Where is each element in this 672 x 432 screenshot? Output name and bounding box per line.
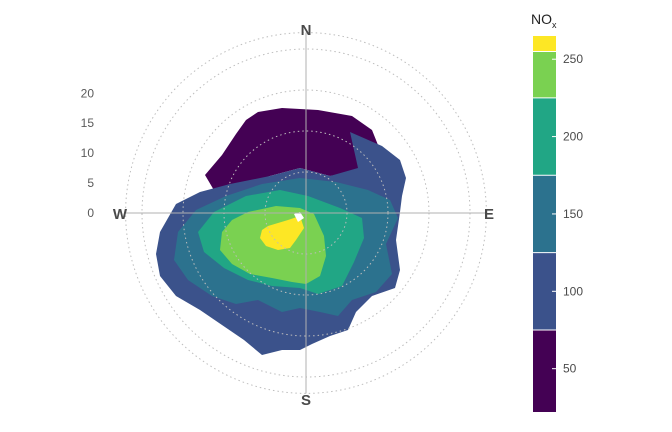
radial-tick-labels: 0 5 10 15 20	[81, 86, 95, 220]
contour-hole-white	[294, 212, 304, 222]
legend-tick-labels: 50 100 150 200 250	[552, 52, 583, 376]
legend-tick-label: 200	[563, 130, 583, 144]
legend-color-bar	[533, 252, 556, 330]
legend-title: NOx	[531, 11, 557, 30]
contour-regions	[156, 108, 406, 355]
legend-tick-label: 100	[563, 284, 583, 298]
compass-east-label: E	[484, 206, 494, 223]
legend-tick-label: 50	[563, 362, 577, 376]
legend-tick-label: 150	[563, 207, 583, 221]
contour-level-purple	[205, 108, 380, 192]
radial-tick-label: 10	[81, 146, 95, 160]
color-legend: NOx 50 100 150 200 250	[531, 11, 583, 412]
legend-color-bar	[533, 329, 556, 412]
legend-color-bar	[533, 175, 556, 253]
legend-color-bar	[533, 36, 556, 52]
radial-tick-label: 5	[87, 176, 94, 190]
radial-tick-label: 0	[87, 206, 94, 220]
compass-west-label: W	[113, 206, 128, 223]
legend-color-bar	[533, 97, 556, 176]
legend-tick-label: 250	[563, 52, 583, 66]
radial-tick-label: 15	[81, 116, 95, 130]
radial-tick-label: 20	[81, 86, 95, 100]
polar-grid	[125, 32, 487, 394]
legend-title-subscript: x	[552, 20, 557, 30]
contour-level-yellow	[260, 216, 304, 250]
legend-title-main: NO	[531, 11, 552, 27]
legend-color-bars	[533, 36, 556, 412]
compass-north-label: N	[301, 22, 312, 39]
legend-color-bar	[533, 51, 556, 98]
compass-south-label: S	[301, 392, 311, 409]
